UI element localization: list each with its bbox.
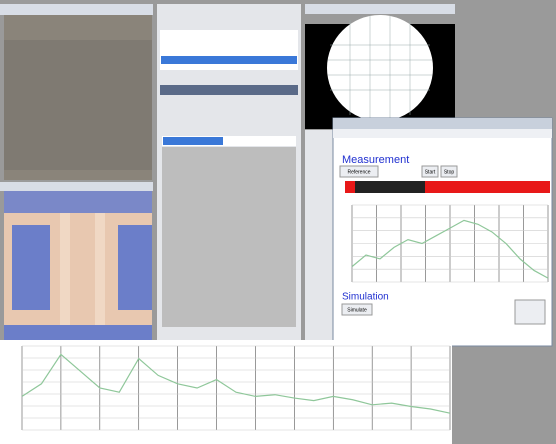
- reference-button[interactable]: [339, 165, 379, 178]
- layout-block: [12, 225, 50, 310]
- menu-bar: [333, 129, 552, 138]
- wafer-grid: [328, 16, 432, 120]
- pane-header: [0, 182, 153, 191]
- section-header: [160, 85, 298, 95]
- pane-header: [305, 4, 455, 14]
- start-button[interactable]: [421, 165, 439, 178]
- layout-block: [118, 225, 152, 310]
- simulate-button[interactable]: [341, 303, 373, 316]
- side-panel: [305, 130, 335, 340]
- progress-fill: [355, 181, 425, 193]
- simulation-title: Simulation: [342, 292, 389, 303]
- measurement-chart: [345, 200, 550, 292]
- data-line: [21, 353, 451, 414]
- button-label: Start: [425, 169, 436, 175]
- window-titlebar: [333, 118, 552, 129]
- button-label: Stop: [444, 169, 455, 175]
- selected-row[interactable]: [161, 56, 297, 64]
- wafer: [327, 15, 433, 121]
- button-label: Reference: [347, 169, 370, 175]
- layout-stripe: [60, 213, 70, 340]
- chart-grid: [351, 204, 549, 283]
- button-label: Simulate: [347, 307, 367, 313]
- camera-image: [4, 40, 152, 170]
- result-row: [162, 136, 296, 146]
- selected-result[interactable]: [163, 137, 223, 145]
- bottom-chart: [0, 340, 452, 444]
- layout-region: [4, 325, 152, 340]
- stop-button[interactable]: [440, 165, 458, 178]
- measurement-title: Measurement: [342, 154, 409, 166]
- result-area: [162, 147, 296, 327]
- action-button[interactable]: [514, 299, 546, 325]
- layout-region: [4, 191, 152, 213]
- pane-header: [0, 4, 153, 15]
- layout-stripe: [95, 213, 105, 340]
- data-line: [351, 219, 549, 279]
